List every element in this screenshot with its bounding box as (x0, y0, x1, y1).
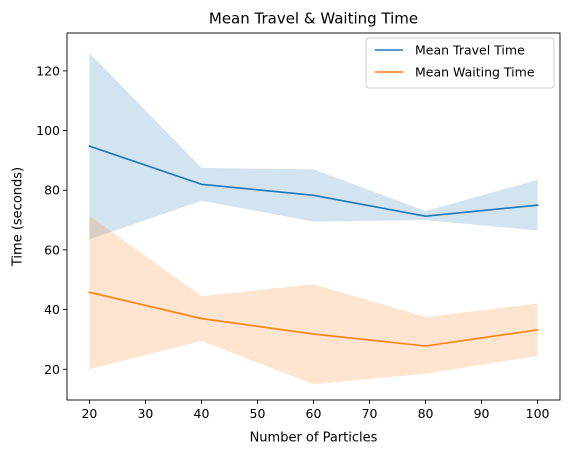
x-tick-label: 100 (526, 406, 550, 421)
legend-label-mean-travel-time: Mean Travel Time (415, 43, 525, 58)
y-tick-label: 20 (44, 362, 60, 377)
confidence-bands (89, 52, 538, 385)
band-mean-travel-time (89, 52, 538, 240)
y-tick-label: 40 (44, 302, 60, 317)
series-lines (88, 145, 539, 347)
chart-title: Mean Travel & Waiting Time (209, 10, 418, 28)
legend-label-mean-waiting-time: Mean Waiting Time (415, 65, 535, 80)
x-tick-label: 60 (306, 406, 322, 421)
y-tick-label: 120 (36, 63, 60, 78)
legend: Mean Travel Time Mean Waiting Time (365, 37, 555, 89)
line-mean-waiting-time (88, 291, 539, 347)
band-mean-waiting-time (89, 215, 538, 385)
x-tick-label: 20 (81, 406, 97, 421)
x-axis-ticks: 20 30 40 50 60 70 80 90 100 (81, 400, 550, 421)
legend-box (365, 37, 555, 89)
x-tick-label: 90 (474, 406, 490, 421)
y-axis-ticks: 20 40 60 80 100 120 (36, 63, 67, 377)
x-tick-label: 70 (362, 406, 378, 421)
y-tick-label: 80 (44, 183, 60, 198)
x-tick-label: 40 (194, 406, 210, 421)
x-axis-label: Number of Particles (250, 431, 378, 446)
x-tick-label: 50 (250, 406, 266, 421)
y-axis-label: Time (seconds) (11, 167, 26, 267)
y-tick-label: 60 (44, 242, 60, 257)
x-tick-label: 30 (137, 406, 153, 421)
x-tick-label: 80 (418, 406, 434, 421)
y-tick-label: 100 (36, 123, 60, 138)
line-mean-travel-time (88, 145, 539, 217)
